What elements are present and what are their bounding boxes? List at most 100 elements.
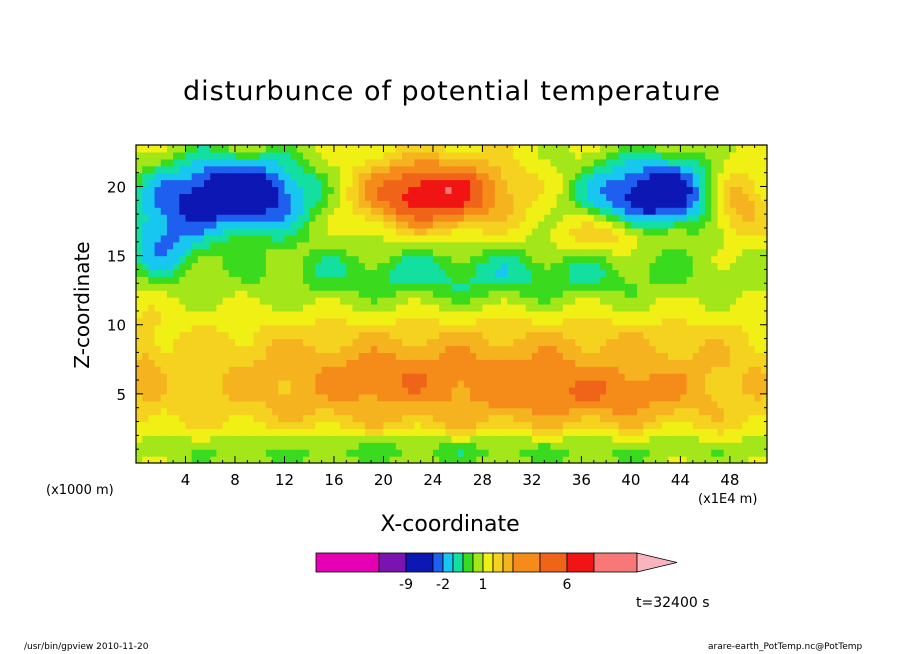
heatmap-cell xyxy=(358,290,366,298)
heatmap-cell xyxy=(420,269,428,277)
heatmap-cell xyxy=(569,158,576,167)
heatmap-cell xyxy=(426,207,434,215)
heatmap-cell xyxy=(154,414,162,423)
heatmap-cell xyxy=(674,283,681,291)
heatmap-cell xyxy=(544,421,552,430)
heatmap-cell xyxy=(760,165,767,174)
heatmap-cell xyxy=(674,366,681,374)
heatmap-cell xyxy=(500,262,508,271)
chart-title: disturbunce of potential temperature xyxy=(183,76,721,107)
heatmap-cell xyxy=(383,352,391,360)
heatmap-cell xyxy=(154,255,162,264)
heatmap-cell xyxy=(513,359,521,367)
heatmap-cell xyxy=(562,179,570,188)
heatmap-cell xyxy=(618,352,626,360)
heatmap-cell xyxy=(303,234,310,243)
heatmap-cell xyxy=(698,165,706,174)
heatmap-cell xyxy=(408,338,415,347)
heatmap-cell xyxy=(717,338,725,347)
heatmap-cell xyxy=(587,338,595,347)
heatmap-cell xyxy=(575,338,583,347)
heatmap-cell xyxy=(544,255,552,264)
heatmap-cell xyxy=(210,338,218,347)
heatmap-cell xyxy=(197,297,205,305)
heatmap-cell xyxy=(253,373,261,381)
heatmap-cell xyxy=(216,352,224,360)
heatmap-cell xyxy=(643,456,651,463)
heatmap-cell xyxy=(389,200,397,208)
heatmap-cell xyxy=(463,214,471,222)
heatmap-cell xyxy=(327,214,335,222)
heatmap-cell xyxy=(698,393,706,402)
heatmap-cell xyxy=(154,380,162,388)
heatmap-cell xyxy=(488,400,496,409)
heatmap-cell xyxy=(204,214,211,222)
heatmap-cell xyxy=(340,200,347,208)
heatmap-cell xyxy=(253,172,261,181)
heatmap-cell xyxy=(736,165,743,174)
heatmap-cell xyxy=(723,338,731,347)
heatmap-cell xyxy=(569,449,576,457)
heatmap-cell xyxy=(148,227,156,236)
heatmap-cell xyxy=(179,172,187,181)
heatmap-cell xyxy=(296,373,304,381)
heatmap-cell xyxy=(463,317,471,326)
heatmap-cell xyxy=(470,421,477,430)
heatmap-cell xyxy=(265,386,273,395)
heatmap-cell xyxy=(569,227,576,236)
heatmap-cell xyxy=(315,345,323,353)
heatmap-cell xyxy=(569,435,576,443)
heatmap-cell xyxy=(513,248,521,257)
heatmap-cell xyxy=(593,456,601,463)
heatmap-cell xyxy=(284,248,292,257)
heatmap-cell xyxy=(148,290,156,298)
heatmap-cell xyxy=(686,414,694,423)
heatmap-cell xyxy=(377,442,385,450)
heatmap-cell xyxy=(692,145,700,153)
heatmap-cell xyxy=(729,214,737,222)
heatmap-cell xyxy=(686,207,694,215)
heatmap-cell xyxy=(414,407,422,416)
heatmap-cell xyxy=(432,158,440,167)
heatmap-cell xyxy=(148,366,156,374)
heatmap-cell xyxy=(179,366,187,374)
heatmap-cell xyxy=(333,421,341,430)
heatmap-cell xyxy=(333,172,341,181)
heatmap-cell xyxy=(340,393,347,402)
heatmap-cell xyxy=(352,428,360,436)
heatmap-cell xyxy=(476,145,484,153)
heatmap-cell xyxy=(711,400,719,409)
heatmap-cell xyxy=(148,456,156,463)
heatmap-cell xyxy=(445,283,453,291)
heatmap-cell xyxy=(402,407,409,416)
heatmap-cell xyxy=(185,338,193,347)
heatmap-cell xyxy=(562,304,570,312)
heatmap-cell xyxy=(556,297,564,305)
heatmap-cell xyxy=(358,262,366,271)
heatmap-cell xyxy=(519,449,527,457)
heatmap-cell xyxy=(470,359,477,367)
heatmap-cell xyxy=(222,186,230,194)
heatmap-cell xyxy=(234,324,242,333)
heatmap-cell xyxy=(303,304,310,312)
heatmap-cell xyxy=(692,428,700,436)
heatmap-cell xyxy=(191,241,199,250)
heatmap-cell xyxy=(476,241,484,250)
heatmap-cell xyxy=(655,283,663,291)
heatmap-cell xyxy=(315,234,323,243)
heatmap-cell xyxy=(197,373,205,381)
heatmap-cell xyxy=(569,456,576,463)
heatmap-cell xyxy=(599,317,607,326)
heatmap-cell xyxy=(148,331,156,340)
heatmap-cell xyxy=(593,179,601,188)
heatmap-cell xyxy=(760,428,767,436)
heatmap-cell xyxy=(513,442,521,450)
heatmap-cell xyxy=(166,449,174,457)
heatmap-cell xyxy=(364,352,372,360)
heatmap-cell xyxy=(278,317,286,326)
heatmap-cell xyxy=(519,428,527,436)
heatmap-cell xyxy=(241,428,248,436)
heatmap-cell xyxy=(284,373,292,381)
heatmap-cell xyxy=(173,172,180,181)
heatmap-cell xyxy=(587,276,595,284)
